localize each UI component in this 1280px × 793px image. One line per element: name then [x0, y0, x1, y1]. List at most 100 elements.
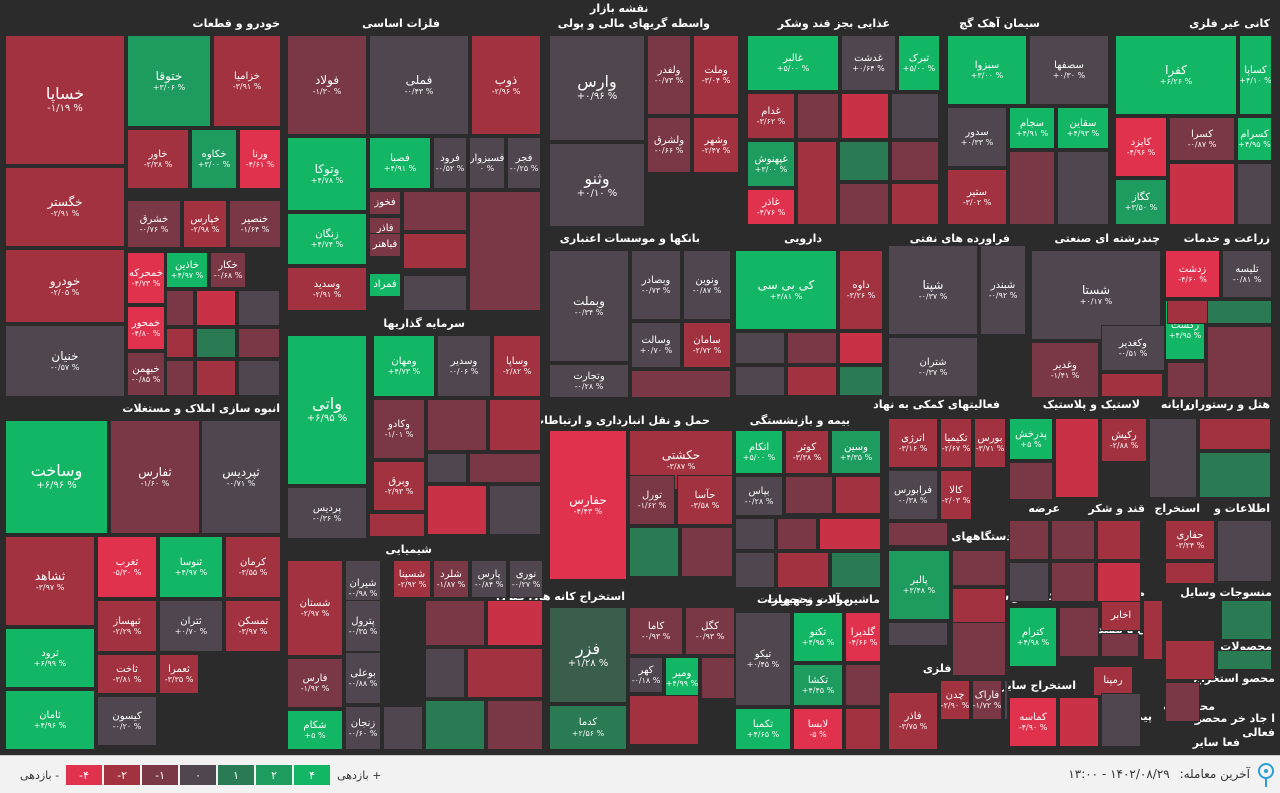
stock-tile[interactable]: شسپنا -۲/۹۲ %: [393, 560, 431, 598]
stock-tile[interactable]: بورس -۳/۷۱ %: [974, 418, 1006, 468]
stock-tile[interactable]: فرابورس -۰/۳۸ %: [888, 470, 938, 520]
stock-tile[interactable]: [489, 399, 541, 451]
stock-tile[interactable]: [845, 708, 881, 750]
stock-tile[interactable]: [427, 399, 487, 451]
stock-tile[interactable]: وسدیر -۰/۰۶ %: [437, 335, 491, 397]
stock-tile[interactable]: تکمبا +۴/۶۵ %: [735, 708, 791, 750]
stock-tile[interactable]: لابسا -۵ %: [793, 708, 843, 750]
stock-tile[interactable]: [839, 366, 883, 396]
stock-tile[interactable]: خکاوه +۳/۰۰ %: [191, 129, 237, 189]
stock-tile[interactable]: وتوکا +۴/۷۸ %: [287, 137, 367, 211]
stock-tile[interactable]: [839, 141, 889, 181]
stock-tile[interactable]: رکیش -۲/۸۸ %: [1101, 418, 1147, 462]
stock-tile[interactable]: [1149, 418, 1197, 498]
stock-tile[interactable]: فصبا +۴/۹۱ %: [369, 137, 431, 189]
stock-tile[interactable]: شلرد -۱/۸۷ %: [433, 560, 469, 598]
stock-tile[interactable]: فزر +۱/۲۸ %: [549, 607, 627, 703]
stock-tile[interactable]: [427, 453, 467, 483]
stock-tile[interactable]: فخوز: [369, 191, 401, 215]
stock-tile[interactable]: [952, 588, 1006, 624]
stock-tile[interactable]: ثعمرا -۳/۳۵ %: [159, 654, 199, 694]
stock-tile[interactable]: تورل -۱/۶۲ %: [629, 475, 675, 525]
stock-tile[interactable]: فجر -۰/۲۵ %: [507, 137, 541, 189]
stock-tile[interactable]: تیکو +۰/۴۵ %: [735, 612, 791, 706]
stock-tile[interactable]: فمراد: [369, 273, 401, 297]
stock-tile[interactable]: خبهمن -۰/۸۵ %: [127, 352, 165, 396]
stock-tile[interactable]: [1165, 640, 1215, 680]
stock-tile[interactable]: گلدیرا -۴/۶۶ %: [845, 612, 881, 662]
stock-tile[interactable]: فباهنر: [369, 233, 401, 257]
stock-tile[interactable]: [839, 332, 883, 364]
stock-tile[interactable]: سدور +۰/۳۳ %: [947, 107, 1007, 167]
stock-tile[interactable]: [841, 93, 889, 139]
stock-tile[interactable]: ثغرب -۵/۳۰ %: [97, 536, 157, 598]
stock-tile[interactable]: [487, 700, 543, 750]
stock-tile[interactable]: [835, 476, 881, 514]
stock-tile[interactable]: خاذین +۴/۹۷ %: [166, 252, 208, 288]
stock-tile[interactable]: [1051, 520, 1095, 560]
stock-tile[interactable]: [1057, 151, 1109, 225]
stock-tile[interactable]: وکادو -۱/۰۱ %: [373, 399, 425, 459]
stock-tile[interactable]: [425, 600, 485, 646]
stock-tile[interactable]: فاراک -۱/۷۲ %: [972, 680, 1002, 720]
stock-tile[interactable]: غدام -۳/۶۲ %: [747, 93, 795, 139]
stock-tile[interactable]: [1169, 163, 1235, 225]
stock-tile[interactable]: وثنو +۰/۱۰ %: [549, 143, 645, 227]
stock-tile[interactable]: [735, 332, 785, 364]
stock-tile[interactable]: [797, 93, 839, 139]
stock-tile[interactable]: فملی -۰/۴۳ %: [369, 35, 469, 135]
stock-tile[interactable]: [427, 485, 487, 535]
stock-tile[interactable]: شپنا -۰/۳۷ %: [888, 245, 978, 335]
stock-tile[interactable]: کهر -۰/۱۸ %: [629, 657, 663, 693]
stock-tile[interactable]: کرمان -۳/۵۵ %: [225, 536, 281, 598]
stock-tile[interactable]: پدرخش +۵ %: [1009, 418, 1053, 460]
stock-tile[interactable]: ثاخت -۳/۸۱ %: [97, 654, 157, 694]
stock-tile[interactable]: سبزوا +۳/۰۰ %: [947, 35, 1027, 105]
stock-tile[interactable]: [238, 360, 280, 396]
stock-tile[interactable]: [238, 328, 280, 358]
stock-tile[interactable]: [787, 366, 837, 396]
stock-tile[interactable]: فاذر -۳/۷۵ %: [888, 692, 938, 750]
stock-tile[interactable]: فولاد -۱/۳۰ %: [287, 35, 367, 135]
stock-tile[interactable]: ولشرق -۰/۶۶ %: [647, 117, 691, 173]
stock-tile[interactable]: شبندر -۰/۹۲ %: [980, 245, 1026, 335]
stock-tile[interactable]: [952, 622, 1006, 676]
stock-tile[interactable]: کی بی سی +۴/۸۱ %: [735, 250, 837, 330]
stock-tile[interactable]: [631, 370, 731, 398]
stock-tile[interactable]: ثپردیس -۰/۷۱ %: [201, 420, 281, 534]
stock-tile[interactable]: [1004, 680, 1008, 720]
stock-tile[interactable]: کسرا -۰/۸۷ %: [1169, 117, 1235, 161]
stock-tile[interactable]: تکیمیا -۲/۶۷ %: [940, 418, 972, 468]
stock-tile[interactable]: کوثر -۳/۳۸ %: [785, 430, 829, 474]
stock-tile[interactable]: [166, 290, 194, 326]
stock-tile[interactable]: خساپا -۱/۱۹ %: [5, 35, 125, 165]
stock-tile[interactable]: پترول -۰/۳۵ %: [345, 600, 381, 652]
stock-tile[interactable]: ورنا -۴/۶۱ %: [239, 129, 281, 189]
stock-tile[interactable]: [1143, 600, 1163, 660]
stock-tile[interactable]: اخابر: [1101, 601, 1141, 631]
stock-tile[interactable]: چدن -۲/۹۰ %: [940, 680, 970, 720]
stock-tile[interactable]: وسین +۴/۳۵ %: [831, 430, 881, 474]
stock-tile[interactable]: [735, 366, 785, 396]
stock-tile[interactable]: پارس -۰/۸۴ %: [471, 560, 507, 598]
stock-tile[interactable]: حآسا -۳/۵۸ %: [677, 475, 733, 525]
stock-tile[interactable]: [1009, 151, 1055, 225]
stock-tile[interactable]: [797, 141, 837, 225]
stock-tile[interactable]: وتجارت -۰/۲۸ %: [549, 364, 629, 398]
stock-tile[interactable]: [1207, 300, 1272, 324]
stock-tile[interactable]: کساپا +۴/۱۰ %: [1239, 35, 1272, 115]
stock-tile[interactable]: زنگان +۴/۷۴ %: [287, 213, 367, 265]
stock-tile[interactable]: [467, 648, 543, 698]
stock-tile[interactable]: کترام +۴/۹۸ %: [1009, 607, 1057, 667]
stock-tile[interactable]: [1237, 163, 1272, 225]
stock-tile[interactable]: وسالت +۰/۷۰ %: [631, 322, 681, 368]
info-pin-icon[interactable]: [1256, 761, 1276, 789]
stock-tile[interactable]: [888, 522, 948, 546]
stock-tile[interactable]: [1199, 418, 1271, 450]
stock-tile[interactable]: [891, 93, 939, 139]
stock-tile[interactable]: ومیر +۴/۹۹ %: [665, 657, 699, 699]
stock-tile[interactable]: [831, 552, 881, 588]
stock-tile[interactable]: شتران -۰/۳۷ %: [888, 337, 978, 397]
stock-tile[interactable]: فرود -۰/۵۲ %: [433, 137, 467, 189]
stock-tile[interactable]: [629, 695, 699, 745]
